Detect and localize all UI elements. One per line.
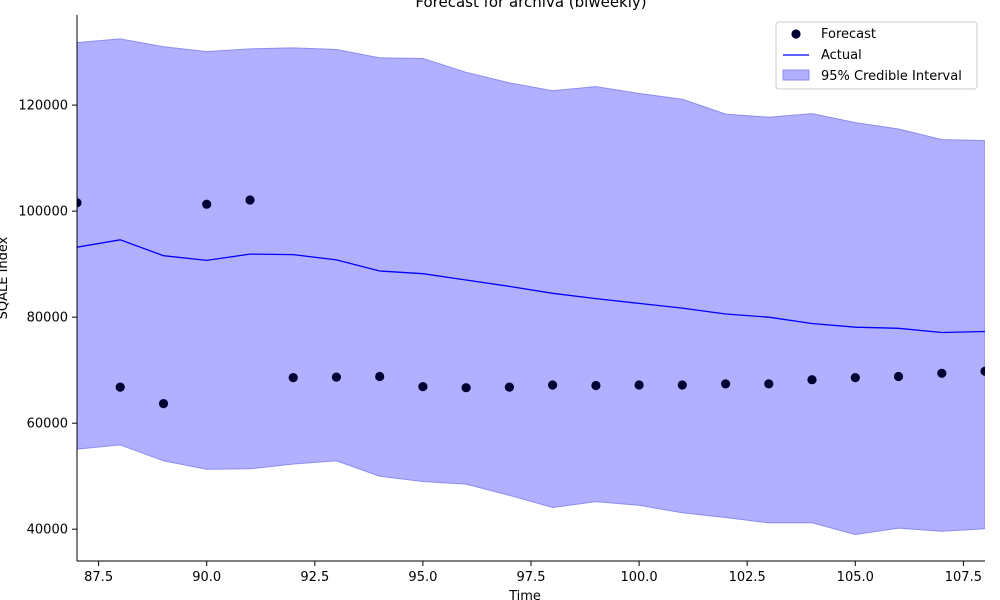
- forecast-point: [721, 379, 731, 389]
- x-tick-label: 97.5: [517, 570, 546, 585]
- legend-forecast-label: Forecast: [821, 27, 876, 42]
- forecast-point: [77, 198, 82, 208]
- actual-line: [77, 239, 985, 334]
- y-tick-label: 60000: [27, 417, 68, 432]
- forecast-point: [850, 373, 860, 383]
- forecast-point: [937, 368, 947, 378]
- forecast-point: [548, 380, 558, 390]
- x-tick-label: 92.5: [300, 570, 329, 585]
- forecast-point: [418, 382, 428, 392]
- legend-box: [775, 21, 978, 90]
- forecast-point: [158, 399, 169, 409]
- x-tick-label: 100.0: [620, 570, 657, 585]
- x-axis-label: Time: [508, 589, 541, 600]
- legend-interval-marker: [782, 69, 810, 81]
- plot-area: [77, 38, 985, 536]
- x-ticks: 87.5 90.0 92.5 95.0 97.5 100.0 102.5 105.0 107.5: [84, 561, 982, 585]
- y-axis-label: SQALE Index: [0, 236, 11, 319]
- forecast-point: [375, 371, 385, 382]
- y-tick-label: 120000: [18, 99, 68, 114]
- forecast-point: [202, 199, 212, 209]
- forecast-point: [504, 382, 514, 392]
- forecast-point: [288, 373, 298, 383]
- x-tick-label: 95.0: [408, 570, 437, 585]
- legend-actual-label: Actual: [821, 48, 862, 63]
- forecast-point: [634, 380, 644, 390]
- y-ticks: 40000 60000 80000 100000 120000: [18, 99, 77, 538]
- forecast-point: [893, 371, 904, 382]
- y-tick-label: 80000: [27, 311, 68, 326]
- forecast-point: [115, 382, 125, 392]
- forecast-point: [461, 383, 471, 393]
- legend: Forecast Actual 95% Credible Interval: [775, 21, 978, 90]
- x-tick-label: 102.5: [729, 570, 766, 585]
- x-tick-label: 87.5: [84, 570, 113, 585]
- legend-interval-label: 95% Credible Interval: [821, 69, 962, 84]
- chart-title: Forecast for archiva (biweekly): [415, 0, 646, 11]
- forecast-point: [591, 380, 601, 391]
- forecast-point: [677, 380, 687, 390]
- legend-forecast-marker: [791, 29, 801, 39]
- x-tick-label: 107.5: [945, 570, 982, 585]
- credible-interval-band: [77, 38, 985, 536]
- y-tick-label: 40000: [27, 523, 68, 538]
- forecast-point: [764, 379, 774, 389]
- x-tick-label: 90.0: [192, 570, 221, 585]
- forecast-point: [807, 375, 817, 385]
- y-tick-label: 100000: [18, 205, 68, 220]
- x-tick-label: 105.0: [837, 570, 874, 585]
- forecast-point: [331, 372, 341, 382]
- forecast-point: [980, 366, 985, 376]
- forecast-point: [245, 195, 255, 205]
